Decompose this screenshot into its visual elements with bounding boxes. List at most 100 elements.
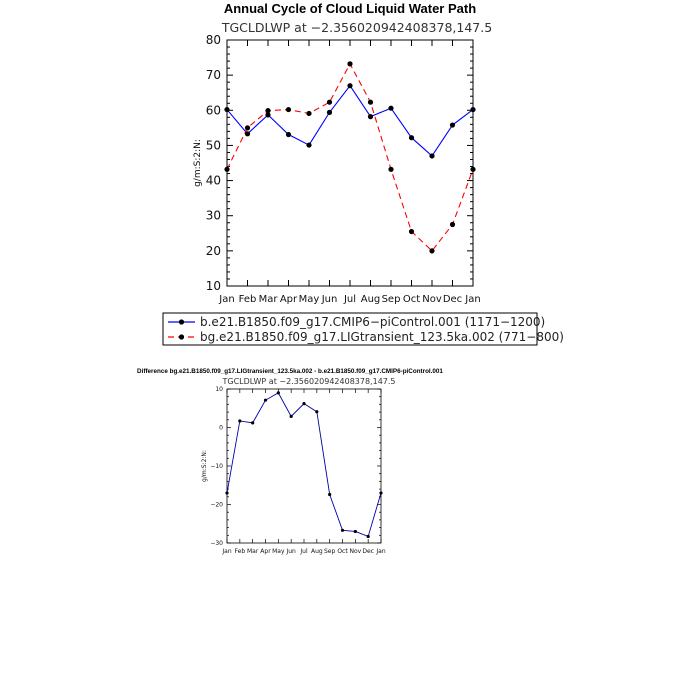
y-tick-label: 40 bbox=[206, 174, 221, 188]
series-2-point bbox=[224, 166, 230, 172]
x-tick-label: Jul bbox=[343, 294, 356, 305]
chart2-x-axis: Jan Feb Mar Apr May Jun Jul Aug Sep Oct Nov Dec Jan bbox=[221, 389, 386, 555]
x-tick-label: Oct bbox=[403, 294, 420, 305]
series-1-point bbox=[225, 491, 229, 495]
x-tick-label: Jan bbox=[375, 548, 385, 555]
series-2-point bbox=[367, 99, 374, 105]
legend2-marker bbox=[178, 334, 185, 340]
series-1-point bbox=[276, 391, 280, 395]
series-1-point bbox=[353, 529, 357, 534]
series-1-point bbox=[449, 122, 456, 128]
x-tick-label: Feb bbox=[235, 548, 246, 555]
series-2-point bbox=[408, 228, 415, 235]
y-tick-label: −30 bbox=[210, 540, 223, 547]
x-tick-label: Aug bbox=[311, 548, 323, 555]
y-tick-label: 70 bbox=[206, 68, 221, 82]
series-1-point bbox=[408, 135, 415, 141]
chart1-subtitle: TGCLDLWP at −2.356020942408378,147.5 bbox=[221, 20, 492, 35]
x-tick-label: Jan bbox=[464, 294, 480, 305]
chart2-series bbox=[225, 391, 383, 539]
x-tick-label: Jun bbox=[285, 548, 296, 555]
series-1-point bbox=[289, 414, 293, 418]
series-line-2 bbox=[226, 62, 474, 252]
series-1-point bbox=[315, 410, 319, 414]
series-1-point bbox=[263, 398, 268, 402]
x-tick-label: Dec bbox=[443, 294, 462, 305]
x-tick-label: Dec bbox=[362, 548, 374, 555]
series-2-point bbox=[347, 61, 353, 67]
series-1-point bbox=[328, 492, 332, 497]
series-line-1 bbox=[226, 84, 474, 157]
y-tick-label: 10 bbox=[206, 279, 221, 293]
series-1-point bbox=[224, 106, 230, 113]
legend1-label: b.e21.B1850.f09_g17.CMIP6−piControl.001 … bbox=[200, 315, 545, 329]
x-tick-label: Nov bbox=[349, 548, 361, 555]
series-2-point bbox=[306, 110, 312, 117]
series-2-point bbox=[326, 99, 333, 105]
series-2-point bbox=[429, 248, 435, 254]
chart2-title: Difference bg.e21.B1850.f09_g17.LIGtrans… bbox=[137, 368, 443, 375]
series-1-point bbox=[285, 131, 292, 138]
series-1-point bbox=[302, 402, 306, 406]
series-1-point bbox=[251, 421, 255, 425]
legend2-label: bg.e21.B1850.f09_g17.LIGtransient_123.5k… bbox=[200, 330, 564, 344]
series-1-point bbox=[265, 112, 271, 118]
series-2-point bbox=[470, 166, 476, 172]
series-2-point bbox=[244, 125, 251, 131]
chart1-x-axis: Jan Feb Mar Apr May Jun Jul Aug Sep Oct Nov Dec Jan bbox=[218, 40, 481, 305]
chart2-plot-frame bbox=[226, 388, 382, 544]
series-1-point bbox=[347, 83, 353, 89]
series-1-point bbox=[470, 106, 476, 113]
x-tick-label: Jan bbox=[221, 548, 231, 555]
chart1-plot-frame bbox=[226, 39, 474, 287]
series-1-point bbox=[366, 534, 370, 539]
y-tick-label: 0 bbox=[219, 425, 223, 432]
series-2-point bbox=[388, 166, 394, 172]
x-tick-label: Nov bbox=[422, 294, 442, 305]
x-tick-label: Sep bbox=[324, 548, 336, 555]
series-line-1 bbox=[226, 392, 382, 538]
y-tick-label: 20 bbox=[206, 244, 221, 258]
y-tick-label: 30 bbox=[206, 209, 221, 223]
chart1-y-axis: 10 20 30 40 50 60 70 80 bbox=[206, 33, 473, 293]
y-tick-label: −10 bbox=[210, 463, 223, 470]
series-1-point bbox=[326, 109, 333, 115]
x-tick-label: Mar bbox=[259, 294, 279, 305]
y-tick-label: 50 bbox=[206, 138, 221, 152]
chart1-legend bbox=[162, 312, 538, 346]
x-tick-label: Feb bbox=[239, 294, 257, 305]
series-1-point bbox=[306, 142, 312, 148]
series-1-point bbox=[340, 528, 345, 532]
x-tick-label: Sep bbox=[382, 294, 401, 305]
legend1-marker bbox=[178, 319, 185, 325]
x-tick-label: Aug bbox=[361, 294, 381, 305]
y-tick-label: 80 bbox=[206, 33, 221, 47]
y-tick-label: 10 bbox=[215, 386, 223, 393]
x-tick-label: Jul bbox=[299, 548, 308, 555]
x-tick-label: May bbox=[272, 548, 285, 555]
series-2-point bbox=[449, 221, 456, 228]
series-1-point bbox=[429, 153, 435, 159]
chart2-y-axis-title: g/m:S:2:N: bbox=[201, 450, 208, 482]
x-tick-label: Jun bbox=[321, 294, 338, 305]
x-tick-label: May bbox=[299, 294, 320, 305]
chart1-y-axis-title: g/m:S:2:N: bbox=[193, 139, 203, 187]
y-tick-label: 60 bbox=[206, 103, 221, 117]
x-tick-label: Apr bbox=[280, 294, 298, 305]
series-1-point bbox=[238, 419, 242, 423]
series-1-point bbox=[379, 491, 383, 495]
series-2-point bbox=[265, 108, 271, 114]
chart1-title: Annual Cycle of Cloud Liquid Water Path bbox=[224, 1, 476, 16]
x-tick-label: Oct bbox=[337, 548, 348, 555]
series-2-point bbox=[285, 106, 292, 113]
series-1-point bbox=[367, 114, 374, 120]
chart2-y-axis: −30 −20 −10 0 10 bbox=[210, 386, 381, 547]
series-1-point bbox=[388, 105, 394, 111]
chart2-subtitle: TGCLDLWP at −2.356020942408378,147.5 bbox=[222, 377, 396, 386]
x-tick-label: Apr bbox=[260, 548, 271, 555]
x-tick-label: Jan bbox=[218, 294, 234, 305]
x-tick-label: Mar bbox=[247, 548, 259, 555]
y-tick-label: −20 bbox=[210, 502, 223, 509]
chart1-series bbox=[224, 61, 476, 254]
